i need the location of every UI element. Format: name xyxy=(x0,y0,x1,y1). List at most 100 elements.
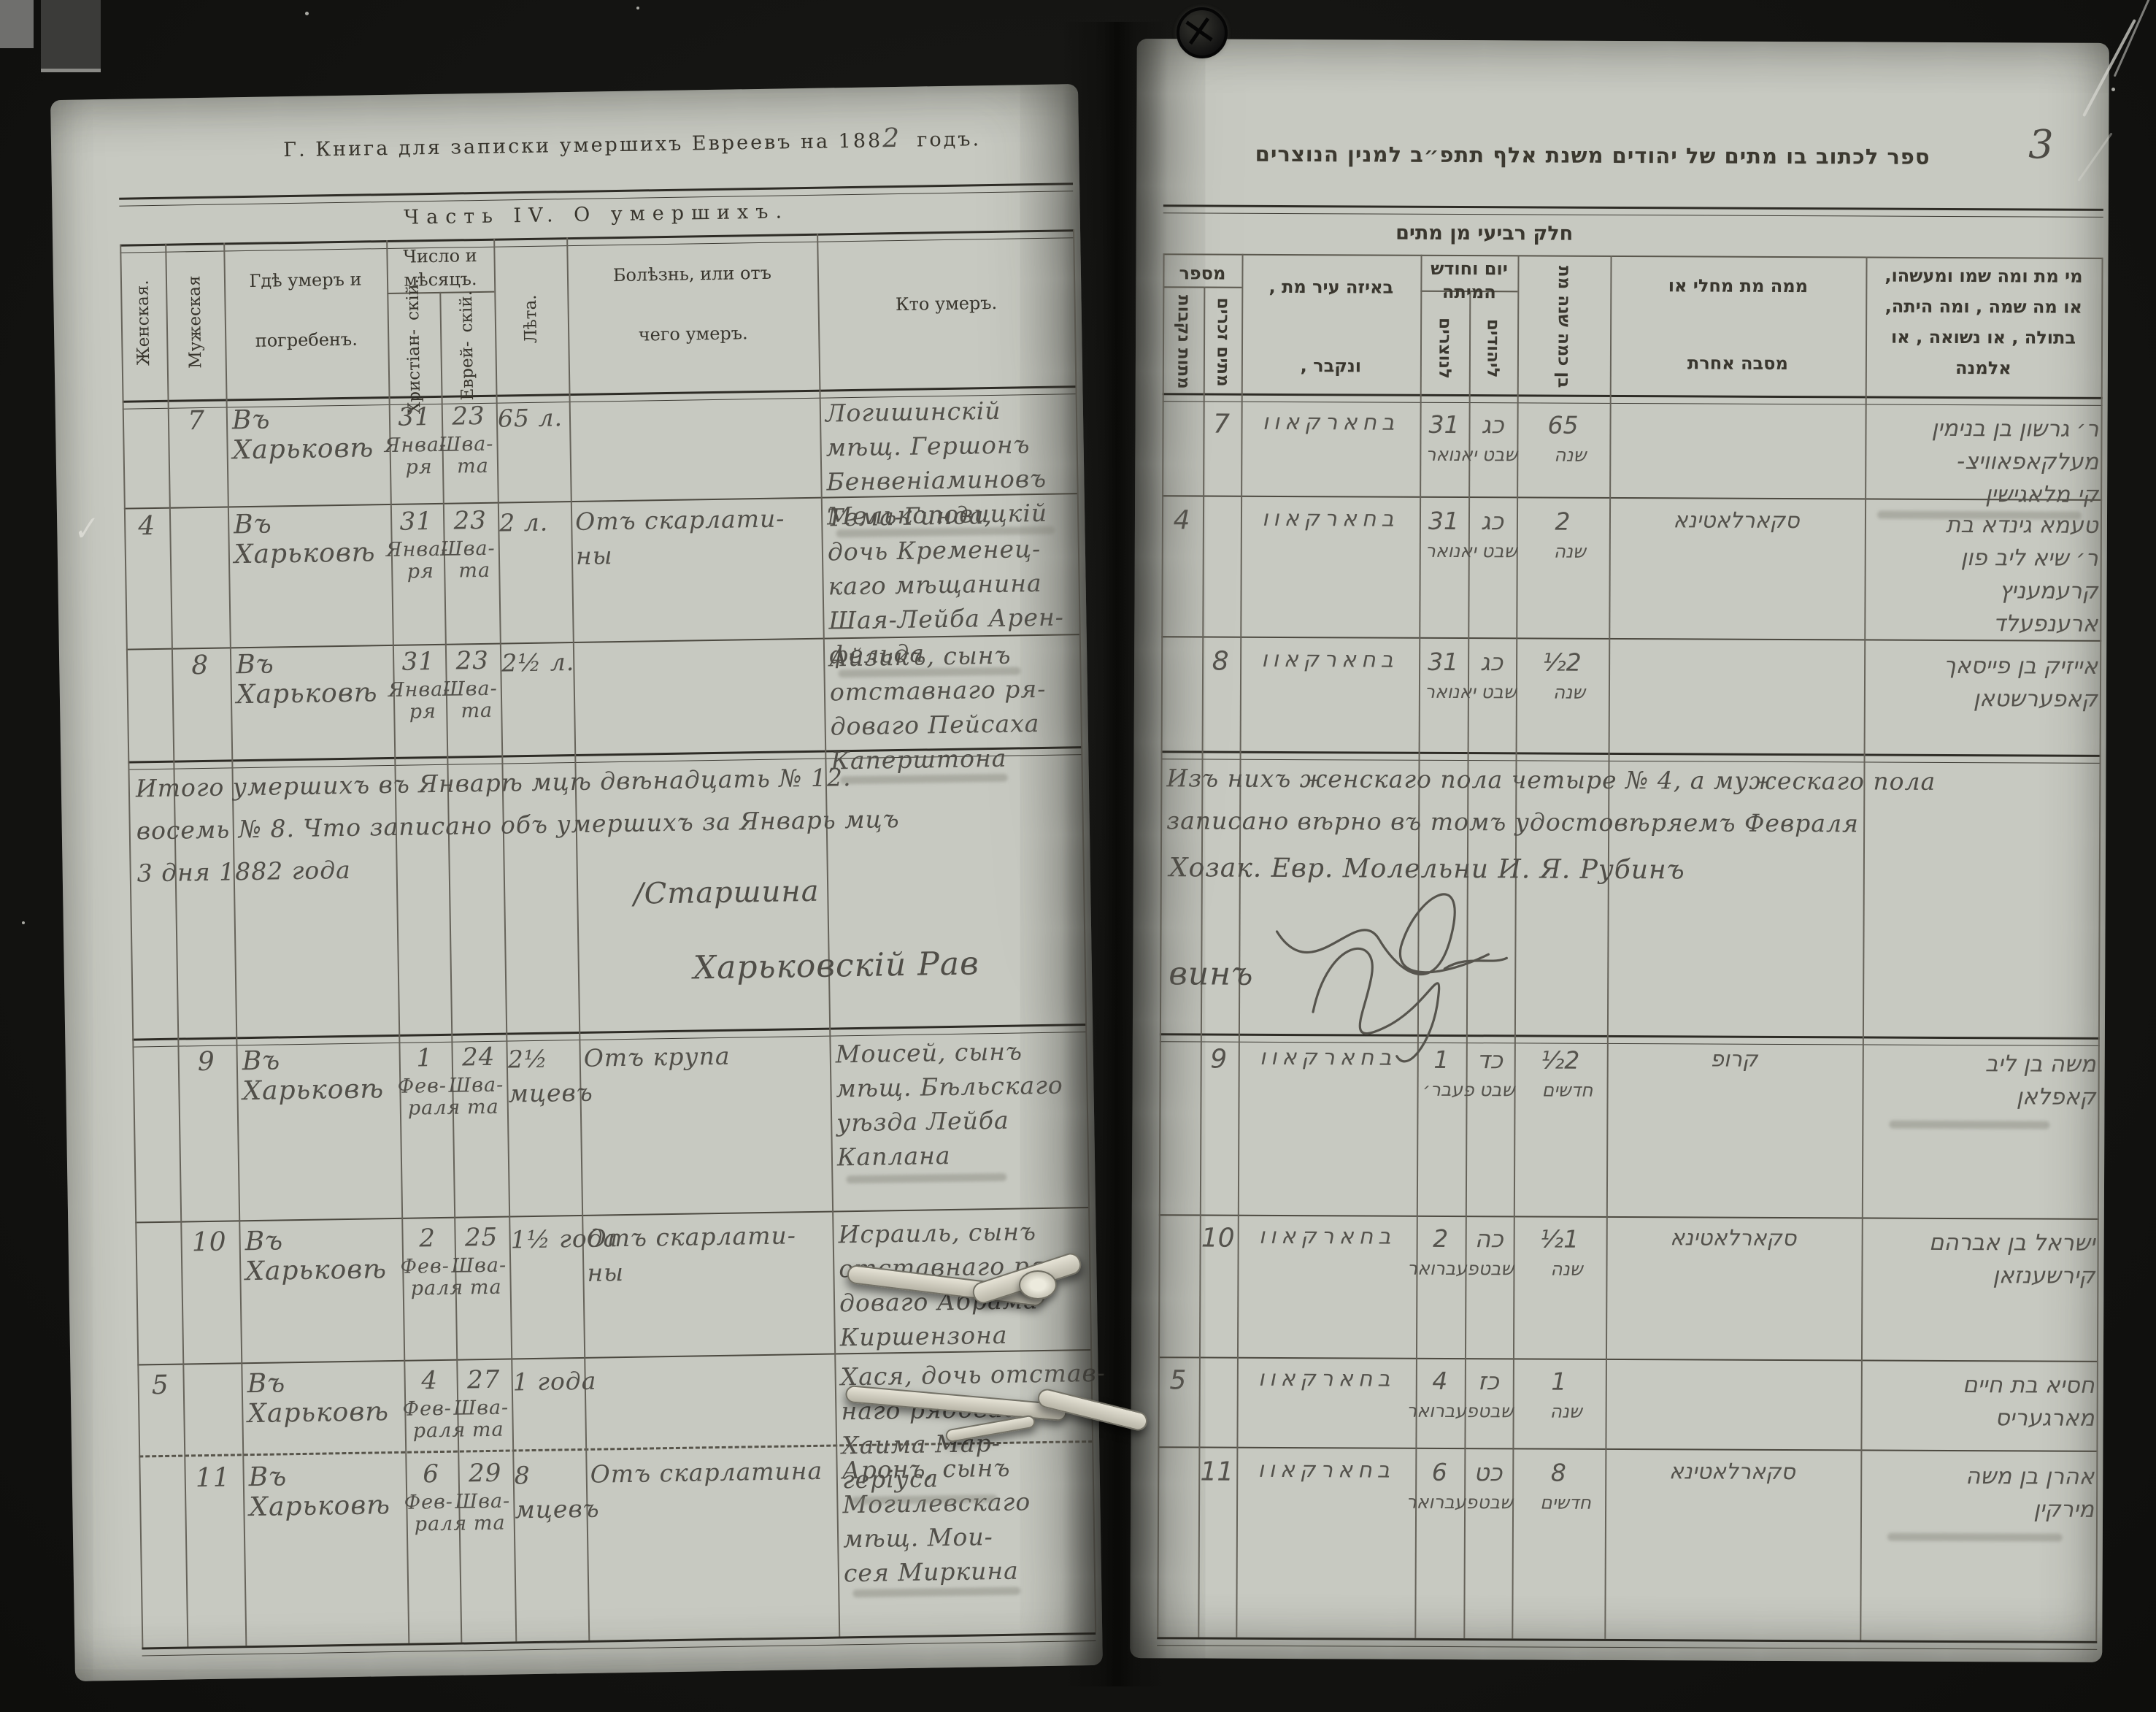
cell-date-christian: 2 פעברואר xyxy=(1406,1224,1479,1280)
entry-number-male: 7 xyxy=(1213,409,1231,439)
cell-date-jewish: 23 Шва-та xyxy=(439,505,496,583)
cell-date-jewish: 29 Шва-та xyxy=(455,1458,511,1535)
entry-number-male: 11 xyxy=(195,1462,231,1494)
cell-date-jewish: כז שבט xyxy=(1477,1367,1514,1422)
rabbi-title: Харьковскій Рав xyxy=(693,945,980,987)
cell-cause: Отъ скарлати-ны xyxy=(586,1221,797,1287)
rule xyxy=(1157,1637,2098,1650)
column-line xyxy=(1236,253,1244,1638)
page-number: 3 xyxy=(2028,121,2055,168)
cell-cause: סקארלאטינא xyxy=(1668,1459,1795,1486)
cell-date-jewish: 24 Шва-та xyxy=(448,1042,504,1119)
dust-speck xyxy=(22,921,25,924)
cell-date-christian: 6 פעברואר xyxy=(1406,1457,1478,1513)
cell-date-christian: 1 פעבר׳ xyxy=(1422,1045,1474,1101)
cell-date-christian: 1 Фев-раля xyxy=(397,1043,461,1120)
cell-place: Въ Харьковѣ xyxy=(231,404,374,466)
left-page: Г. Книга для записки умершихъ Евреевъ на… xyxy=(50,84,1106,1681)
col-header-male: Мужеская xyxy=(185,275,206,369)
entry-number-female: 5 xyxy=(1169,1365,1187,1396)
cell-date-jewish: כג שבט xyxy=(1481,410,1518,466)
cell-age: 2 שנה xyxy=(1553,507,1586,562)
col-header-number-group: מספר xyxy=(1179,263,1226,284)
cell-date-christian: 31 יאנואר xyxy=(1425,506,1477,562)
cell-age: 2½ мцевъ xyxy=(507,1044,593,1108)
rule xyxy=(120,229,1074,253)
cell-place: בחארקאוו xyxy=(1258,1223,1396,1250)
entry-number-male: 8 xyxy=(190,650,209,681)
cell-date-jewish: כג שבט xyxy=(1480,507,1517,562)
cell-place: Въ Харьковѣ xyxy=(248,1462,391,1523)
cell-who-died: אייזיק בן פייסאך קאפערשטאן xyxy=(1943,652,2098,713)
cell-age: 2½ חדשים xyxy=(1541,1045,1593,1101)
col-header-date-christian: לנוצרים xyxy=(1435,317,1455,379)
cell-who-died: חסיא בת חיים מארגעריס xyxy=(1963,1372,2095,1432)
binding-screw xyxy=(1177,7,1228,58)
cell-place: בחארקאוו xyxy=(1259,1044,1397,1071)
cell-cause: סקארלאטינא xyxy=(1670,1225,1797,1252)
cell-place: בחארקאוו xyxy=(1258,1365,1395,1392)
cell-date-jewish: כד שבט xyxy=(1477,1045,1515,1101)
cell-who-died: אהרן בן משה מירקין xyxy=(1965,1463,2095,1523)
cell-place: בחארקאוו xyxy=(1262,409,1400,436)
right-page: ספר לכתוב בו מתים של יהודים משנת אלף תתפ… xyxy=(1130,39,2109,1662)
cell-date-jewish: כט שבט xyxy=(1474,1458,1513,1513)
entry-number-male: 7 xyxy=(187,405,206,437)
summary-line: восемь № 8. Что записано объ умершихъ за… xyxy=(136,805,900,845)
column-line xyxy=(1157,253,1165,1638)
cell-date-christian: 31 Янва-ря xyxy=(384,402,447,479)
summary-line: 3 дня 1882 года xyxy=(136,855,352,888)
entry-row: 10 בחארקאוו 2 פעברואר כה שבט 1½ שנה סקארלאט… xyxy=(1159,1223,2099,1289)
cell-who-died: Моисей, сынъ мѣщ. Бѣльскаго уѣзда Лейба Кап… xyxy=(835,1037,1063,1172)
gabbai-signature: Хозак. Евр. Молельни И. Я. Рубинъ xyxy=(1169,853,1685,886)
col-header-age: Лѣта. xyxy=(520,294,541,344)
cell-cause: Отъ скарлатина xyxy=(590,1456,823,1489)
cell-who-died: טעמא גינדא בת ר׳ שיא ליב פון קרעמעניץ ארענפ… xyxy=(1945,511,2099,637)
death-register-table-he: חלק רביעי מן מתים מספר xyxy=(1157,204,2103,1651)
col-header-who: מי מת ומה שמו ומעשהו, או מה שמה , ומה הית… xyxy=(1884,265,2083,379)
register-title-ru: Г. Книга для записки умершихъ Евреевъ на… xyxy=(283,122,981,163)
entry-number-male: 10 xyxy=(191,1227,227,1258)
cell-date-christian: 31 יאנואר xyxy=(1424,647,1476,703)
cell-place: בחארקאוו xyxy=(1261,646,1399,673)
cell-place: בחארקאוו xyxy=(1258,1456,1395,1483)
cell-date-jewish: כה שבט xyxy=(1474,1224,1514,1280)
summary-line: записано вѣрно въ томъ удостовѣряемъ Фев… xyxy=(1166,806,1859,838)
smudge xyxy=(839,773,1008,785)
cell-age: 2½ שנה xyxy=(1542,648,1586,703)
rabbi-title-continued: винъ xyxy=(1169,955,1254,993)
cell-date-christian: 31 Янва-ря xyxy=(385,507,449,583)
cell-date-jewish: 25 Шва-та xyxy=(451,1222,507,1300)
smudge xyxy=(852,1586,1021,1598)
cell-date-jewish: 23 Шва-та xyxy=(442,645,498,723)
entry-number-male: 9 xyxy=(1210,1044,1228,1075)
cell-who-died: Аронъ, сынъ Могилевскаго мѣщ. Мои-сея Мирк… xyxy=(842,1453,1031,1588)
part-title-he: חלק רביעי מן מתים xyxy=(1395,221,1574,245)
cell-age: 1½ года xyxy=(510,1224,619,1254)
cell-place: בחארקאוו xyxy=(1262,505,1399,532)
entry-number-male: 8 xyxy=(1212,646,1229,677)
cell-who-died: Айзикъ, сынъ отставнаго ря-доваго Пейсаха… xyxy=(828,640,1047,775)
tape-fragment xyxy=(41,0,101,72)
register-title-suffix: годъ. xyxy=(917,128,982,152)
cell-age: 2½ л. xyxy=(501,648,575,677)
cell-date-jewish: 23 Шва-та xyxy=(438,401,494,478)
col-header-males: מתים זכרים xyxy=(1213,297,1233,387)
col-header-cause: Болѣзнь, или отъ чего умеръ. xyxy=(612,262,772,345)
entry-row: 11 Въ Харьковѣ 6 Фев-раля 29 Шва-та 8 мцевъ… xyxy=(139,1449,1093,1588)
rule xyxy=(142,1632,1096,1657)
col-header-age: בן כמה שנה מת xyxy=(1554,265,1574,388)
cell-date-christian: 31 יאנואר xyxy=(1425,410,1477,466)
cell-cause: סקארלאטינא xyxy=(1673,507,1800,534)
entry-row: 4 Въ Харьковѣ 31 Янва-ря 23 Шва-та 2 л. От… xyxy=(124,496,1078,669)
cell-date-christian: 4 פעברואר xyxy=(1406,1366,1478,1422)
cell-cause: Отъ скарлати-ны xyxy=(574,504,785,570)
col-header-female: Женская. xyxy=(133,280,154,366)
cell-who-died: משה בן ליב קאפלאן xyxy=(1984,1051,2096,1110)
cell-date-jewish: כג שבט xyxy=(1480,648,1517,703)
col-header-date-jewish: ליהודים xyxy=(1483,318,1503,378)
rule xyxy=(1163,204,2103,218)
dust-speck xyxy=(2111,88,2115,91)
cell-age: 8 мцевъ xyxy=(514,1461,600,1524)
